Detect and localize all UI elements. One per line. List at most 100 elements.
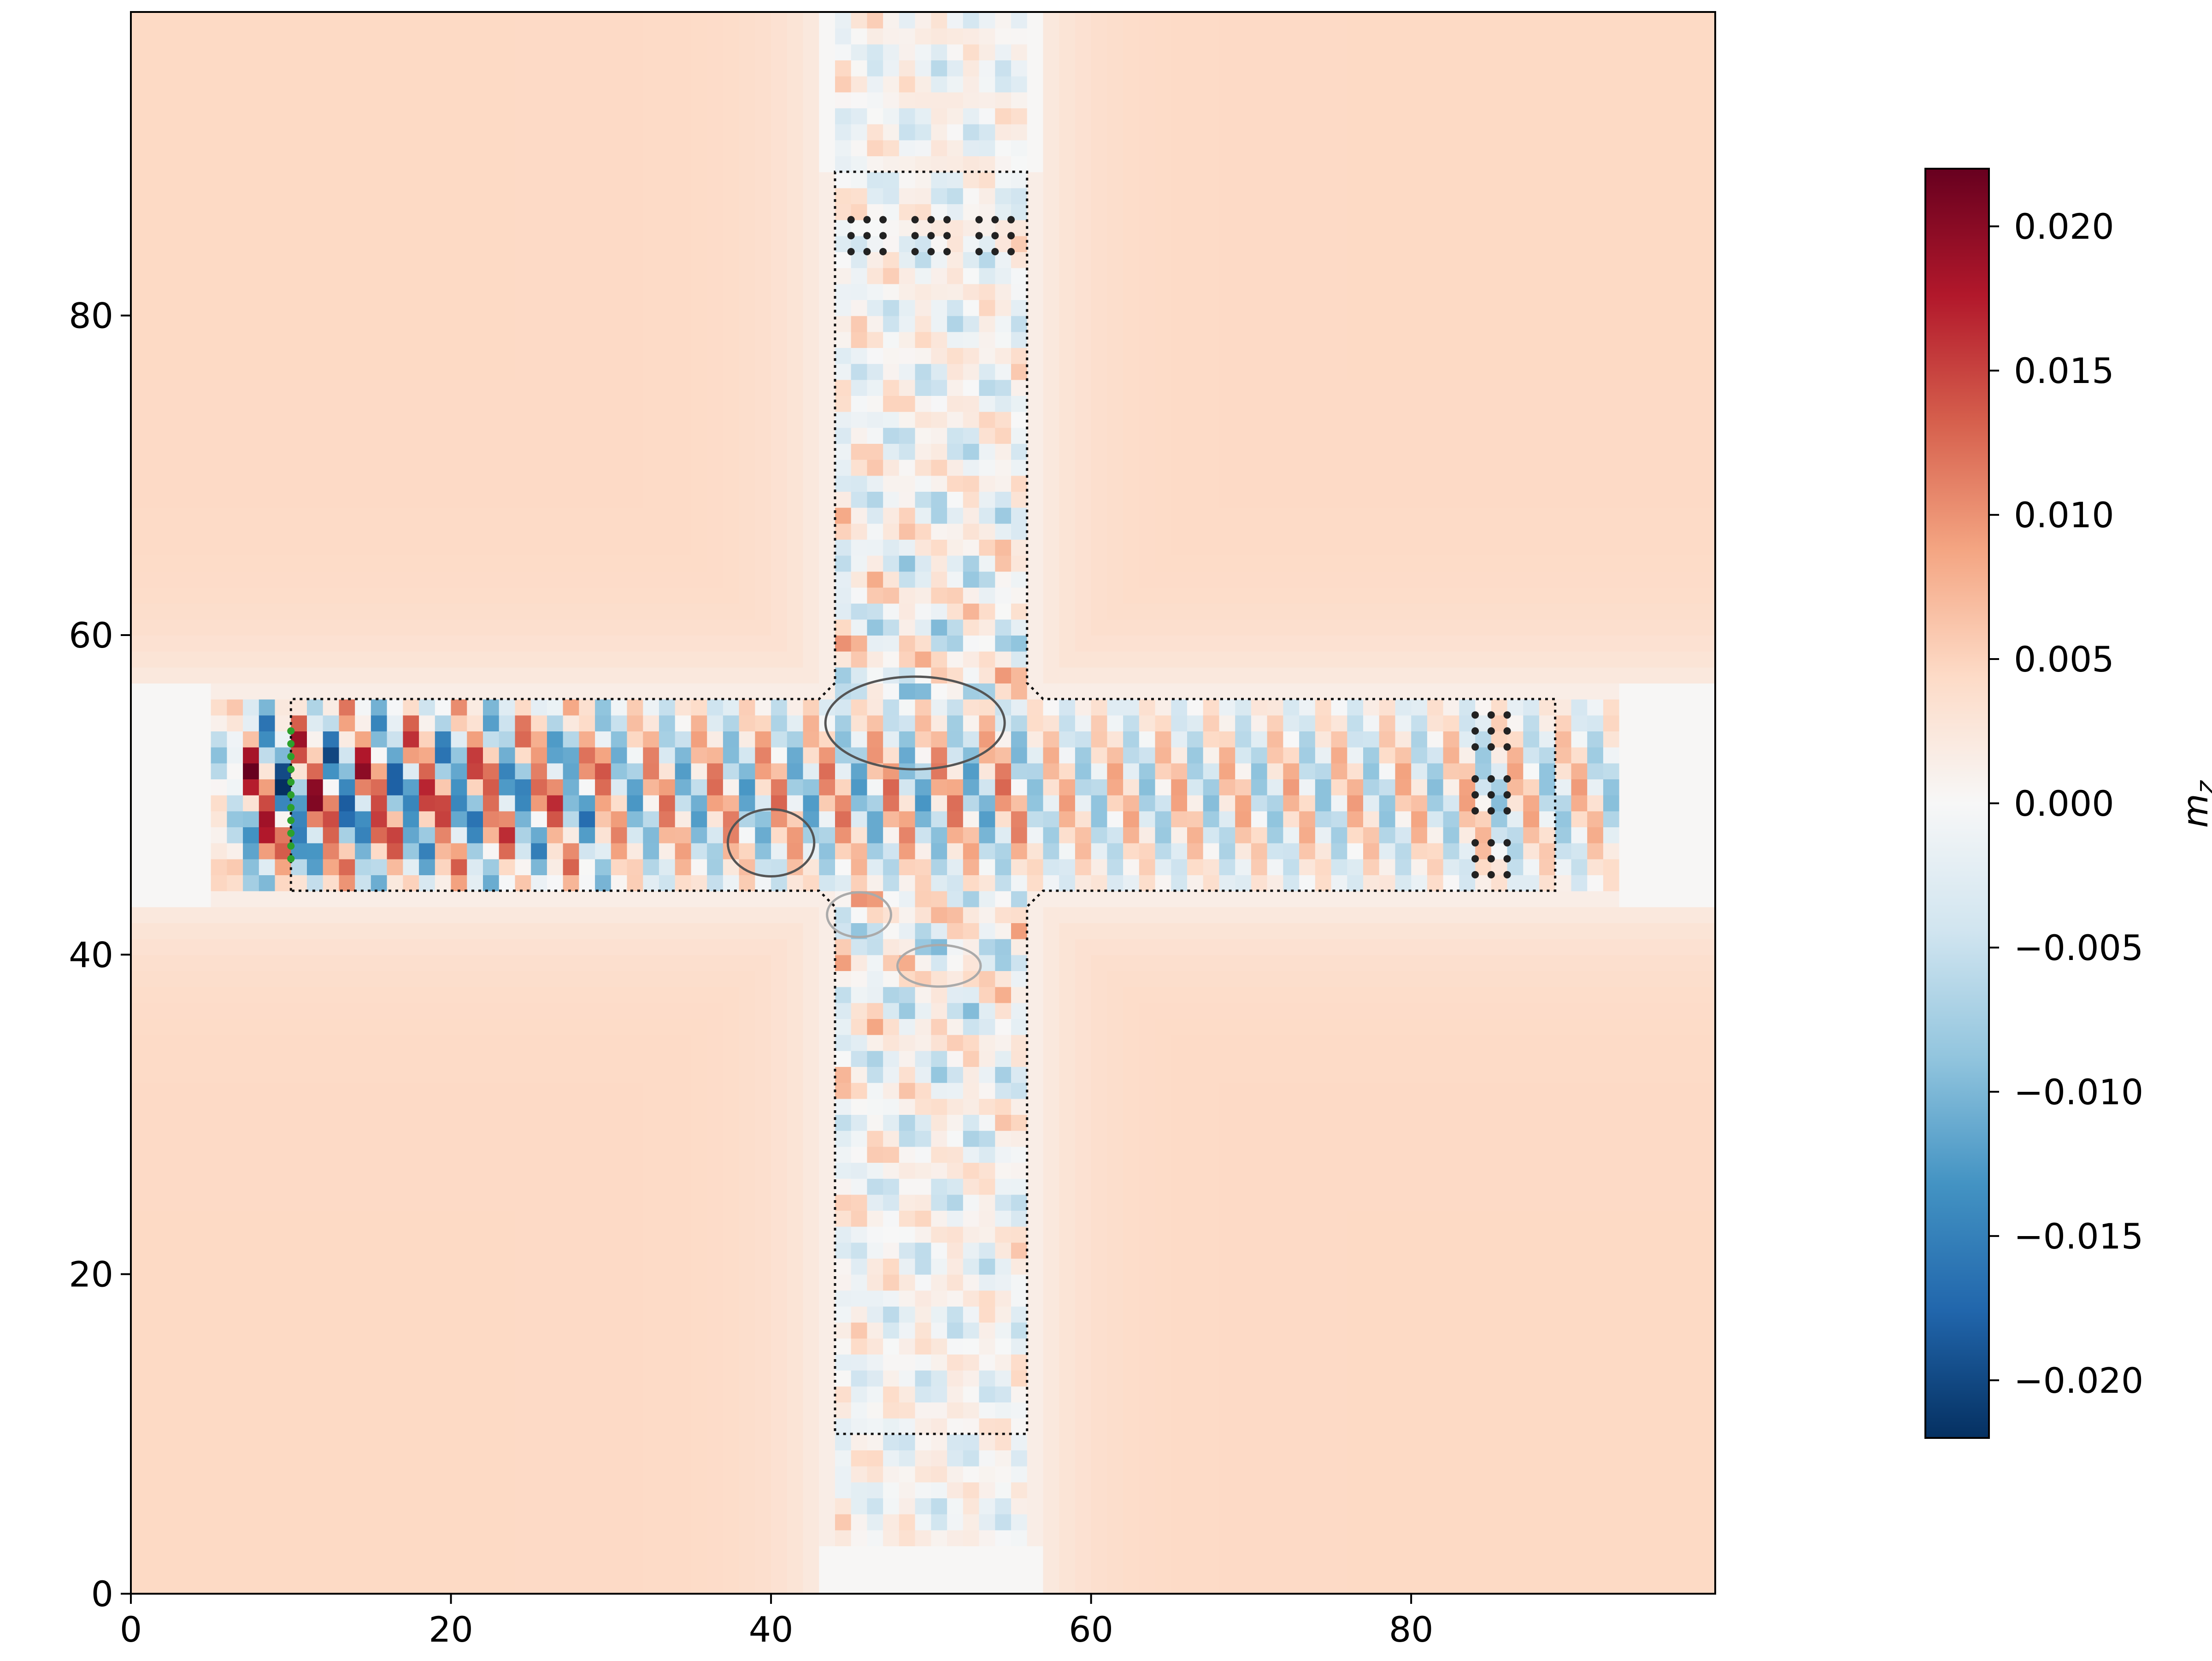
- heatmap-cell: [579, 507, 596, 524]
- heatmap-cell: [291, 1226, 307, 1243]
- heatmap-cell: [179, 842, 195, 860]
- heatmap-cell: [771, 12, 788, 29]
- heatmap-cell: [515, 379, 532, 396]
- heatmap-cell: [179, 971, 195, 987]
- heatmap-cell: [403, 731, 420, 748]
- heatmap-cell: [563, 267, 580, 284]
- heatmap-cell: [131, 779, 147, 795]
- heatmap-cell: [194, 1370, 212, 1387]
- heatmap-cell: [419, 1561, 435, 1579]
- heatmap-cell: [707, 1210, 724, 1227]
- heatmap-cell: [323, 1546, 340, 1562]
- heatmap-cell: [835, 651, 852, 668]
- heatmap-cell: [371, 363, 388, 380]
- heatmap-cell: [867, 715, 884, 731]
- heatmap-cell: [915, 1354, 932, 1371]
- heatmap-cell: [883, 699, 900, 716]
- heatmap-cell: [275, 204, 292, 220]
- heatmap-cell: [819, 331, 835, 348]
- heatmap-cell: [211, 1578, 228, 1594]
- heatmap-cell: [131, 28, 147, 45]
- heatmap-cell: [371, 938, 388, 955]
- heatmap-cell: [755, 1098, 772, 1115]
- heatmap-cell: [387, 635, 404, 652]
- heatmap-cell: [387, 348, 404, 364]
- heatmap-cell: [131, 827, 147, 843]
- heatmap-cell: [531, 1322, 547, 1339]
- heatmap-cell: [211, 859, 228, 875]
- heatmap-cell: [739, 1098, 756, 1115]
- heatmap-cell: [803, 1578, 820, 1594]
- heatmap-cell: [931, 1578, 948, 1594]
- heatmap-cell: [819, 188, 835, 204]
- heatmap-cell: [611, 1322, 628, 1339]
- heatmap-cell: [243, 1210, 259, 1227]
- heatmap-cell: [227, 1530, 244, 1546]
- heatmap-cell: [419, 667, 435, 683]
- heatmap-cell: [899, 619, 916, 636]
- heatmap-cell: [339, 1274, 356, 1291]
- heatmap-cell: [211, 1066, 228, 1083]
- heatmap-cell: [131, 1258, 147, 1275]
- heatmap-cell: [675, 140, 692, 156]
- heatmap-cell: [931, 1066, 948, 1083]
- heatmap-cell: [227, 1258, 244, 1275]
- heatmap-cell: [131, 875, 147, 891]
- heatmap-cell: [307, 683, 324, 700]
- heatmap-cell: [419, 1578, 435, 1594]
- heatmap-cell: [403, 363, 420, 380]
- heatmap-cell: [147, 459, 164, 476]
- heatmap-cell: [147, 1322, 164, 1339]
- heatmap-cell: [403, 283, 420, 300]
- heatmap-cell: [579, 1546, 596, 1562]
- heatmap-cell: [194, 491, 212, 508]
- heatmap-cell: [419, 475, 435, 492]
- heatmap-cell: [531, 171, 547, 188]
- heatmap-cell: [163, 236, 180, 252]
- heatmap-cell: [723, 443, 740, 460]
- heatmap-cell: [243, 12, 259, 29]
- heatmap-cell: [243, 443, 259, 460]
- heatmap-cell: [147, 171, 164, 188]
- heatmap-cell: [131, 331, 147, 348]
- heatmap-cell: [211, 1034, 228, 1051]
- heatmap-cell: [643, 459, 659, 476]
- heatmap-cell: [659, 348, 676, 364]
- heatmap-cell: [611, 635, 628, 652]
- heatmap-cell: [707, 1194, 724, 1211]
- heatmap-cell: [547, 699, 564, 716]
- heatmap-cell: [483, 1130, 500, 1147]
- heatmap-cell: [595, 811, 612, 827]
- heatmap-cell: [515, 1418, 532, 1435]
- heatmap-cell: [531, 1290, 547, 1307]
- heatmap-cell: [883, 986, 900, 1003]
- heatmap-cell: [835, 92, 852, 108]
- heatmap-cell: [387, 1370, 404, 1387]
- heatmap-cell: [611, 1370, 628, 1387]
- heatmap-cell: [531, 300, 547, 316]
- heatmap-cell: [467, 44, 483, 60]
- heatmap-cell: [419, 699, 435, 716]
- heatmap-cell: [307, 1258, 324, 1275]
- heatmap-cell: [163, 683, 180, 700]
- heatmap-cell: [387, 44, 404, 60]
- heatmap-cell: [627, 1050, 644, 1067]
- heatmap-cell: [291, 1306, 307, 1323]
- heatmap-cell: [211, 1418, 228, 1435]
- heatmap-cell: [595, 219, 612, 236]
- heatmap-cell: [355, 124, 371, 141]
- heatmap-cell: [915, 108, 932, 124]
- heatmap-cell: [227, 171, 244, 188]
- heatmap-cell: [435, 28, 452, 45]
- heatmap-cell: [643, 92, 659, 108]
- heatmap-cell: [243, 236, 259, 252]
- heatmap-cell: [739, 1194, 756, 1211]
- heatmap-cell: [643, 875, 659, 891]
- heatmap-cell: [403, 219, 420, 236]
- heatmap-cell: [755, 12, 772, 29]
- heatmap-cell: [851, 986, 868, 1003]
- heatmap-cell: [355, 219, 371, 236]
- heatmap-cell: [275, 348, 292, 364]
- heatmap-cell: [211, 283, 228, 300]
- heatmap-cell: [675, 699, 692, 716]
